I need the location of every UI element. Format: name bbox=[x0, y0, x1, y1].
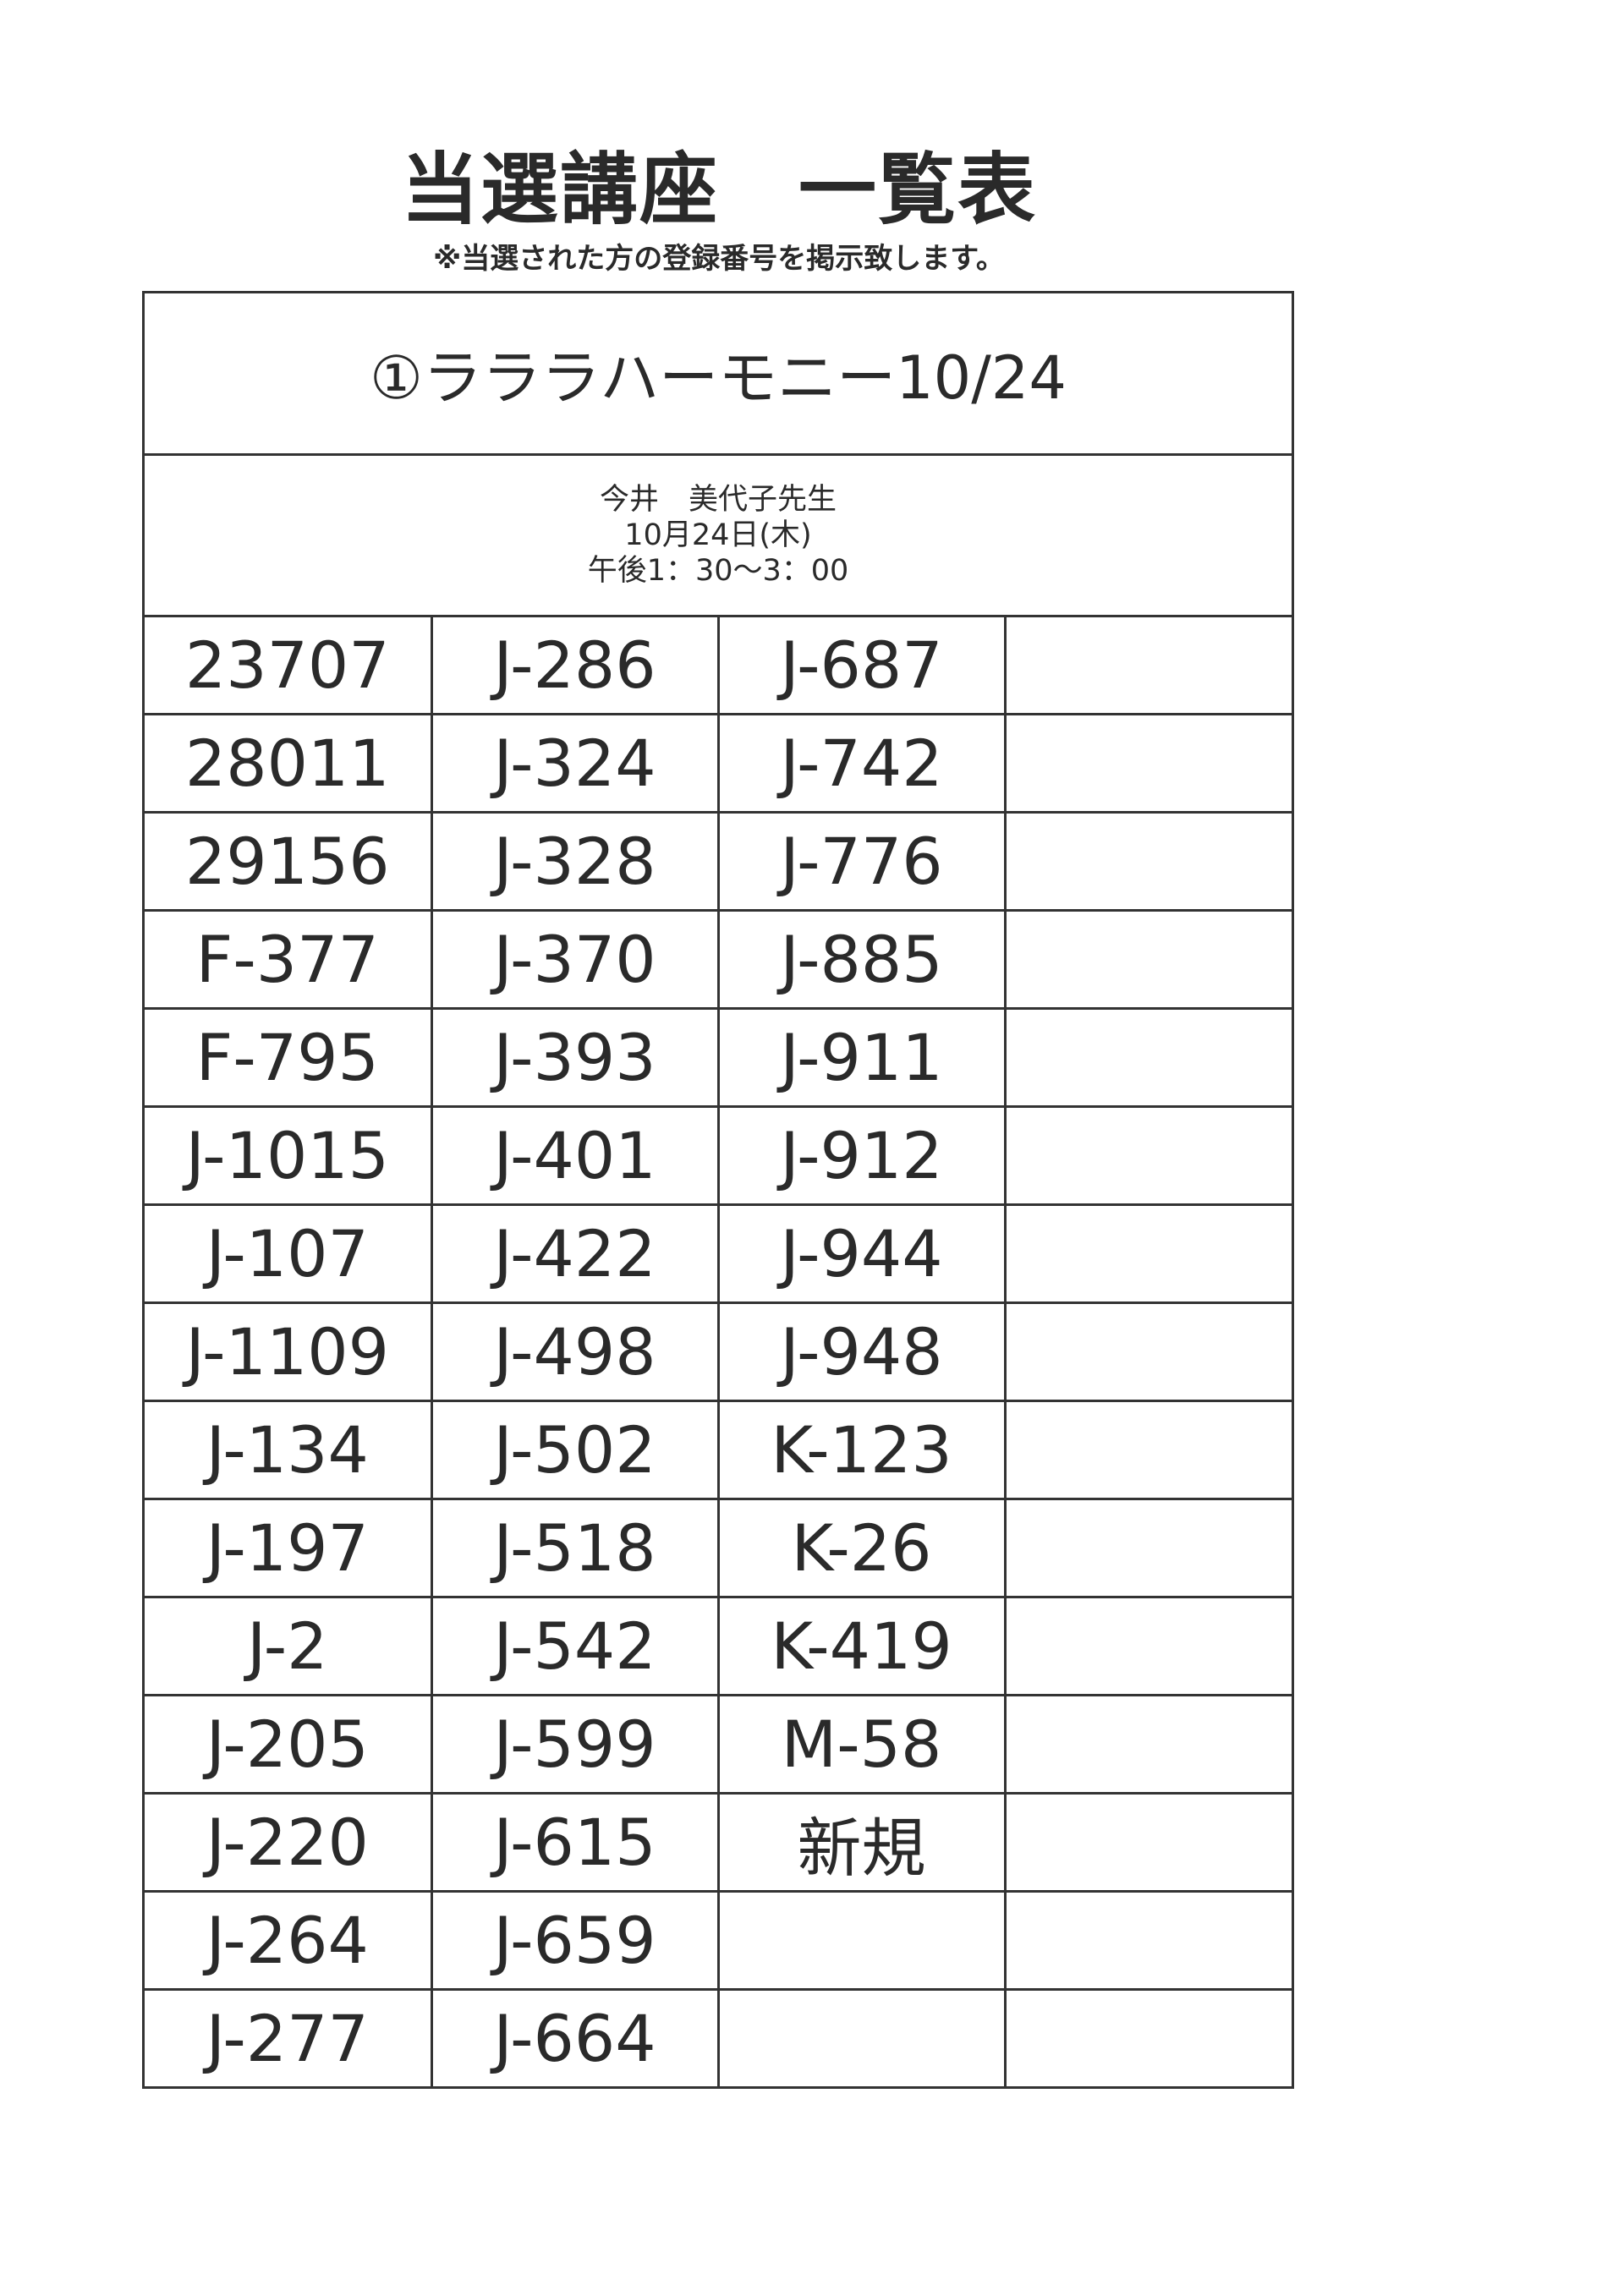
registration-number-cell: J-502 bbox=[430, 1400, 720, 1500]
registration-number-cell bbox=[1003, 1498, 1292, 1598]
table-row: J-107 J-422 J-944 bbox=[145, 1203, 1292, 1304]
registration-number-cell: K-26 bbox=[716, 1498, 1007, 1598]
registration-number-cell: J-911 bbox=[716, 1007, 1007, 1108]
table-row: F-795 J-393 J-911 bbox=[145, 1007, 1292, 1108]
registration-number-cell: J-518 bbox=[430, 1498, 720, 1598]
registration-number-cell bbox=[1003, 1301, 1292, 1402]
registration-number-cell bbox=[1003, 713, 1292, 814]
registration-number-cell: J-324 bbox=[430, 713, 720, 814]
course-info: 今井 美代子先生 10月24日(木) 午後1：30～3：00 bbox=[145, 456, 1292, 617]
registration-number-cell: J-2 bbox=[145, 1596, 433, 1696]
registration-number-cell bbox=[1003, 1007, 1292, 1108]
course-date: 10月24日(木) bbox=[624, 518, 812, 552]
page-title: 当選講座 一覧表 bbox=[400, 145, 1037, 235]
registration-number-cell: J-1109 bbox=[145, 1301, 433, 1402]
registration-number-cell: J-542 bbox=[430, 1596, 720, 1696]
course-teacher: 今井 美代子先生 bbox=[599, 483, 837, 517]
table-row: 28011 J-324 J-742 bbox=[145, 713, 1292, 814]
registration-number-cell bbox=[716, 1890, 1007, 1991]
registration-number-cell: J-370 bbox=[430, 909, 720, 1010]
registration-number-cell bbox=[1003, 811, 1292, 912]
table-row: 29156 J-328 J-776 bbox=[145, 811, 1292, 912]
registration-number-cell: J-286 bbox=[430, 617, 720, 715]
table-row: J-1015 J-401 J-912 bbox=[145, 1105, 1292, 1206]
registration-number-cell: K-123 bbox=[716, 1400, 1007, 1500]
table-row: J-2 J-542 K-419 bbox=[145, 1596, 1292, 1696]
registration-number-cell bbox=[1003, 1105, 1292, 1206]
course-name: ①ラララハーモニー10/24 bbox=[145, 293, 1292, 456]
registration-number-cell: J-1015 bbox=[145, 1105, 433, 1206]
registration-number-cell: K-419 bbox=[716, 1596, 1007, 1696]
registration-number-cell bbox=[716, 1988, 1007, 2086]
registration-number-cell bbox=[1003, 1596, 1292, 1696]
registration-number-cell: J-948 bbox=[716, 1301, 1007, 1402]
table-row: J-264 J-659 bbox=[145, 1890, 1292, 1991]
registration-number-cell: J-264 bbox=[145, 1890, 433, 1991]
winner-number-table: 23707 J-286 J-687 28011 J-324 J-742 29156 J-328… bbox=[145, 617, 1292, 2086]
registration-number-cell: J-220 bbox=[145, 1792, 433, 1893]
registration-number-cell: J-197 bbox=[145, 1498, 433, 1598]
registration-number-cell: J-498 bbox=[430, 1301, 720, 1402]
table-row: J-220 J-615 新規 bbox=[145, 1792, 1292, 1893]
registration-number-cell: J-277 bbox=[145, 1988, 433, 2086]
table-row: J-277 J-664 bbox=[145, 1988, 1292, 2086]
registration-number-cell bbox=[1003, 617, 1292, 715]
registration-number-cell: J-944 bbox=[716, 1203, 1007, 1304]
registration-number-cell: J-664 bbox=[430, 1988, 720, 2086]
registration-number-cell: 28011 bbox=[145, 713, 433, 814]
page-subtitle: ※当選された方の登録番号を掲示致します。 bbox=[433, 242, 1005, 276]
registration-number-cell: J-776 bbox=[716, 811, 1007, 912]
winners-sheet: ①ラララハーモニー10/24 今井 美代子先生 10月24日(木) 午後1：30… bbox=[142, 291, 1294, 2089]
registration-number-cell bbox=[1003, 1694, 1292, 1795]
table-row: J-205 J-599 M-58 bbox=[145, 1694, 1292, 1795]
course-time: 午後1：30～3：00 bbox=[587, 554, 849, 588]
registration-number-cell: J-205 bbox=[145, 1694, 433, 1795]
registration-number-cell: J-422 bbox=[430, 1203, 720, 1304]
registration-number-cell bbox=[1003, 1400, 1292, 1500]
registration-number-cell: J-912 bbox=[716, 1105, 1007, 1206]
table-row: F-377 J-370 J-885 bbox=[145, 909, 1292, 1010]
registration-number-cell: F-377 bbox=[145, 909, 433, 1010]
registration-number-cell: J-393 bbox=[430, 1007, 720, 1108]
table-row: 23707 J-286 J-687 bbox=[145, 617, 1292, 715]
table-row: J-197 J-518 K-26 bbox=[145, 1498, 1292, 1598]
registration-number-cell: 23707 bbox=[145, 617, 433, 715]
registration-number-cell: 29156 bbox=[145, 811, 433, 912]
registration-number-cell: J-599 bbox=[430, 1694, 720, 1795]
registration-number-cell: J-659 bbox=[430, 1890, 720, 1991]
registration-number-cell: M-58 bbox=[716, 1694, 1007, 1795]
registration-number-cell bbox=[1003, 1203, 1292, 1304]
registration-number-cell: J-134 bbox=[145, 1400, 433, 1500]
table-row: J-134 J-502 K-123 bbox=[145, 1400, 1292, 1500]
registration-number-cell bbox=[1003, 1988, 1292, 2086]
registration-number-cell: J-328 bbox=[430, 811, 720, 912]
registration-number-cell bbox=[1003, 1792, 1292, 1893]
registration-number-cell: F-795 bbox=[145, 1007, 433, 1108]
registration-number-cell: J-687 bbox=[716, 617, 1007, 715]
registration-number-cell bbox=[1003, 909, 1292, 1010]
registration-number-cell: J-615 bbox=[430, 1792, 720, 1893]
registration-number-cell: J-401 bbox=[430, 1105, 720, 1206]
registration-number-cell: J-742 bbox=[716, 713, 1007, 814]
table-row: J-1109 J-498 J-948 bbox=[145, 1301, 1292, 1402]
registration-number-cell: J-885 bbox=[716, 909, 1007, 1010]
registration-number-cell: J-107 bbox=[145, 1203, 433, 1304]
registration-number-cell bbox=[1003, 1890, 1292, 1991]
registration-number-cell: 新規 bbox=[716, 1792, 1007, 1893]
